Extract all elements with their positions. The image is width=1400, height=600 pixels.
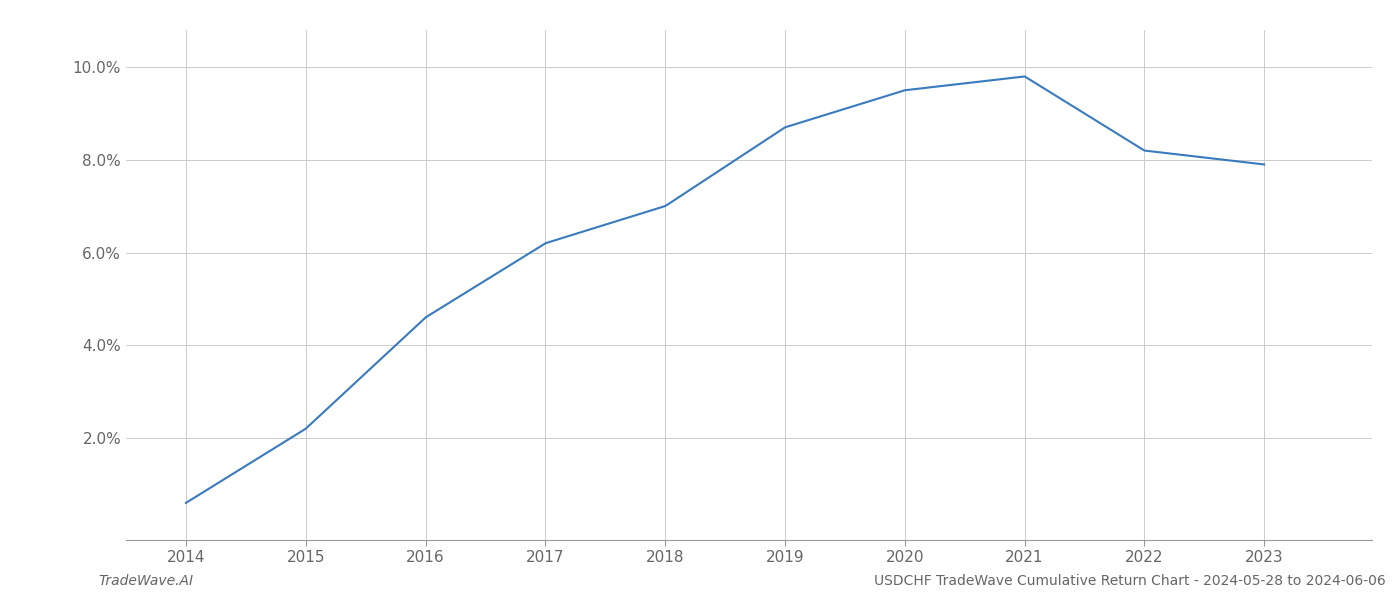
Text: TradeWave.AI: TradeWave.AI: [98, 574, 193, 588]
Text: USDCHF TradeWave Cumulative Return Chart - 2024-05-28 to 2024-06-06: USDCHF TradeWave Cumulative Return Chart…: [874, 574, 1386, 588]
